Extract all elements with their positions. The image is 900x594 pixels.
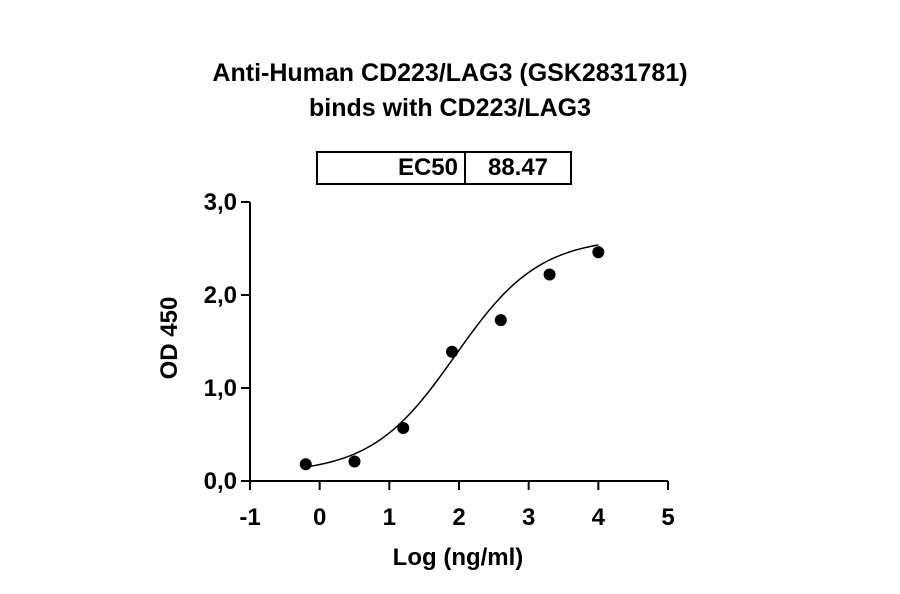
- data-point: [397, 421, 410, 434]
- data-point: [299, 458, 312, 471]
- ec50-table: EC50 88.47: [316, 151, 572, 185]
- y-axis-label: OD 450: [156, 297, 183, 380]
- fit-curve: [305, 244, 599, 468]
- data-point: [543, 268, 556, 281]
- tick-labels: -1 0 1 2 3 4 5 0,0 1,0 2,0 3,0: [204, 189, 675, 531]
- data-points: [299, 246, 605, 471]
- axes: [241, 201, 669, 490]
- ec50-key: EC50: [318, 153, 466, 183]
- x-tick-label: 0: [313, 504, 326, 531]
- x-tick-label: 3: [522, 504, 535, 531]
- y-tick-label: 0,0: [204, 468, 237, 495]
- ec50-value: 88.47: [487, 154, 549, 181]
- data-point: [446, 345, 459, 358]
- data-point: [592, 246, 605, 259]
- x-tick-label: -1: [239, 504, 260, 531]
- y-tick-label: 3,0: [204, 189, 237, 216]
- x-axis-label: Log (ng/ml): [393, 544, 524, 571]
- x-tick-label: 1: [383, 504, 396, 531]
- data-point: [348, 455, 361, 468]
- x-tick-label: 5: [661, 504, 674, 531]
- y-tick-label: 2,0: [204, 282, 237, 309]
- x-tick-label: 2: [452, 504, 465, 531]
- x-tick-label: 4: [592, 504, 606, 531]
- chart-title: Anti-Human CD223/LAG3 (GSK2831781): [212, 59, 688, 87]
- data-point: [494, 314, 507, 327]
- y-tick-label: 1,0: [204, 375, 237, 402]
- chart-subtitle: binds with CD223/LAG3: [309, 94, 591, 122]
